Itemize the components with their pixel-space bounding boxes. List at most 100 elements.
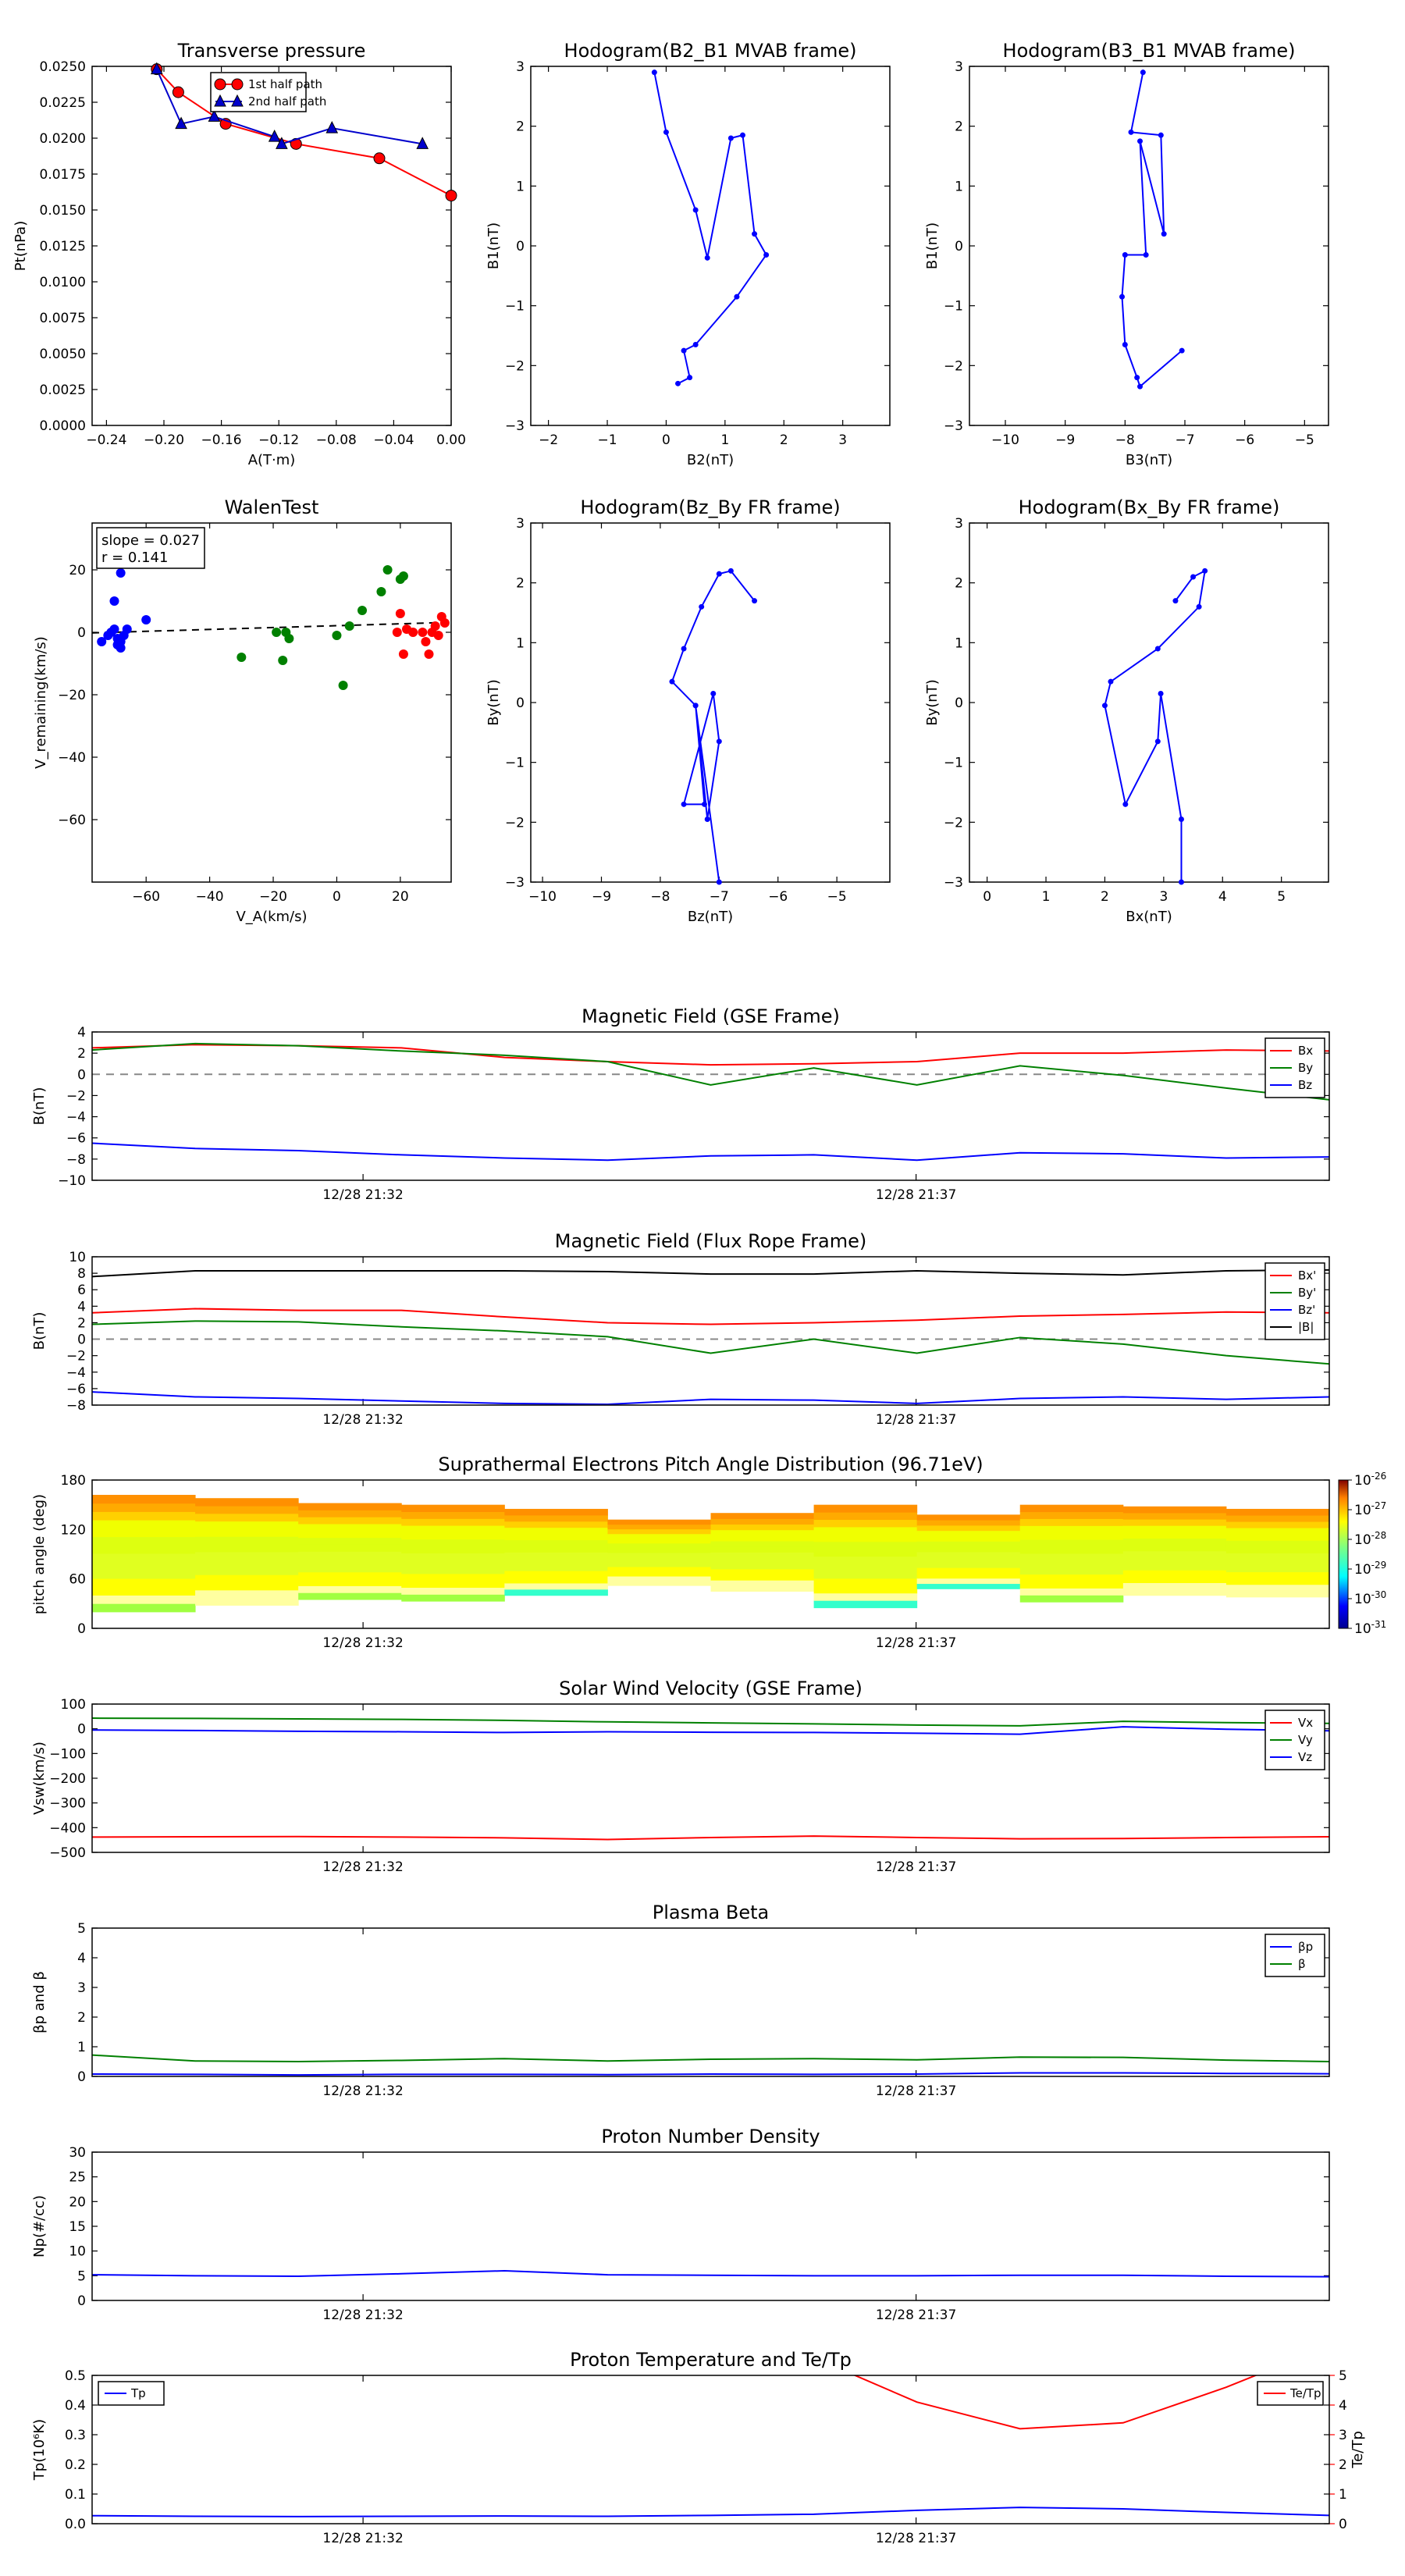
y-right-tick-label: 0 <box>1339 2517 1347 2532</box>
heatmap-cell <box>1225 1508 1330 1516</box>
data-point <box>1119 294 1125 300</box>
heatmap-cell <box>813 1541 918 1550</box>
scatter-point <box>424 649 434 659</box>
heatmap-cell <box>504 1527 608 1535</box>
heatmap-cell <box>916 1514 1021 1521</box>
heatmap-cell <box>298 1530 402 1539</box>
chart-beta: Plasma Beta 0 1 2 3 4 5 βp and β 12/28 21:32 12/2… <box>31 1902 1330 2099</box>
chart-walen: WalenTest −60 −40 −20 0 20 −60 −40 −20 0 20 V_A(km/… <box>33 496 452 925</box>
scatter-point <box>97 637 107 646</box>
y-tick-label: 4 <box>77 1025 86 1041</box>
data-point <box>1128 129 1134 135</box>
x-tick-label: −6 <box>768 889 788 905</box>
plot-frame <box>969 66 1329 426</box>
y-tick-label: 0 <box>955 239 963 254</box>
heatmap-cell <box>710 1541 815 1547</box>
colorbar-label-exp: -26 <box>1371 1471 1387 1482</box>
scatter-point <box>395 609 405 618</box>
series-line <box>92 1717 1329 1727</box>
data-point <box>763 252 770 258</box>
y-axis-label: B1(nT) <box>486 222 502 269</box>
chart-pt: Transverse pressure −0.24 −0.20 −0.16 −0.12 −… <box>12 40 466 468</box>
y-tick-label: 60 <box>69 1572 86 1588</box>
heatmap-cell <box>195 1528 299 1537</box>
heatmap-cell <box>607 1557 711 1563</box>
heatmap-cell <box>401 1567 505 1574</box>
scatter-point <box>332 631 342 640</box>
x-tick-label: 12/28 21:32 <box>322 1859 403 1875</box>
heatmap-cell <box>401 1587 505 1595</box>
y-tick-label: 2 <box>77 1315 86 1331</box>
x-tick-label: −1 <box>598 432 617 448</box>
data-point <box>416 137 429 149</box>
y-tick-label: 25 <box>69 2170 86 2186</box>
x-tick-label: 0 <box>662 432 670 448</box>
heatmap-cell <box>92 1570 196 1579</box>
y-tick-label: 0.5 <box>65 2368 86 2384</box>
data-point <box>276 137 288 149</box>
data-point <box>1190 574 1197 580</box>
y-axis-label: V_remaining(km/s) <box>33 636 49 769</box>
heatmap-cell <box>92 1495 196 1504</box>
colorbar-label-base: 10 <box>1354 1503 1371 1518</box>
y-tick-label: 0.1 <box>65 2487 86 2503</box>
scatter-point <box>122 624 132 634</box>
heatmap-cell <box>92 1586 196 1596</box>
data-point <box>752 231 758 237</box>
heatmap-cell <box>1019 1560 1124 1568</box>
heatmap-cell <box>401 1504 505 1512</box>
y-tick-label: 0.3 <box>65 2428 86 2443</box>
data-point <box>681 347 687 354</box>
y-axis-label: B(nT) <box>31 1087 48 1126</box>
heatmap-cell <box>1122 1532 1227 1539</box>
y-tick-label: 0 <box>77 1332 86 1348</box>
heatmap-cell <box>916 1557 1021 1563</box>
heatmap-cell <box>92 1520 196 1529</box>
y-tick-label: 4 <box>77 1299 86 1315</box>
plot-frame <box>91 1703 1330 1853</box>
heatmap-cell <box>92 1578 196 1588</box>
x-tick-label: 3 <box>838 432 847 448</box>
heatmap-cell <box>298 1578 402 1586</box>
data-point <box>445 190 457 202</box>
heatmap-cell <box>813 1592 918 1601</box>
legend-label: By <box>1298 1061 1313 1075</box>
y-tick-label: 3 <box>516 59 525 75</box>
chart-title: Magnetic Field (Flux Rope Frame) <box>555 1230 866 1252</box>
x-tick-label: 1 <box>1042 889 1051 905</box>
heatmap-cell <box>710 1513 815 1519</box>
heatmap-cell <box>1122 1564 1227 1571</box>
heatmap-cell <box>195 1536 299 1545</box>
x-tick-label: 12/28 21:37 <box>876 2307 956 2323</box>
x-axis-label: B3(nT) <box>1126 452 1172 468</box>
series-line <box>92 1308 1329 1325</box>
series-line <box>1104 569 1206 882</box>
plot-frame <box>91 66 452 426</box>
y-tick-label: 0.0250 <box>40 59 86 75</box>
heatmap-cell <box>607 1561 711 1567</box>
heatmap-cell <box>1225 1546 1330 1553</box>
y-tick-label: −4 <box>66 1110 86 1126</box>
scatter-point <box>272 628 282 637</box>
heatmap-cell <box>710 1535 815 1542</box>
x-tick-label: 12/28 21:32 <box>322 2083 403 2099</box>
heatmap-cell <box>298 1585 402 1593</box>
data-point <box>704 254 710 261</box>
heatmap-cell <box>195 1513 299 1522</box>
heatmap-cell <box>1122 1570 1227 1577</box>
y-tick-label: 0.0075 <box>40 311 86 326</box>
data-point <box>1101 703 1108 709</box>
x-tick-label: −7 <box>1175 432 1194 448</box>
x-tick-label: −0.04 <box>373 432 414 448</box>
x-tick-label: −2 <box>539 432 558 448</box>
heatmap-cell <box>504 1558 608 1565</box>
y-tick-label: 0 <box>516 239 525 254</box>
series-line <box>92 1835 1329 1841</box>
data-point <box>1158 132 1164 138</box>
plot-frame <box>969 522 1329 883</box>
y-tick-label: 3 <box>77 1980 86 1996</box>
y-axis-label: By(nT) <box>924 679 941 725</box>
scatter-point <box>418 628 428 637</box>
x-tick-label: 12/28 21:37 <box>876 2083 956 2099</box>
heatmap-cell <box>1225 1584 1330 1592</box>
